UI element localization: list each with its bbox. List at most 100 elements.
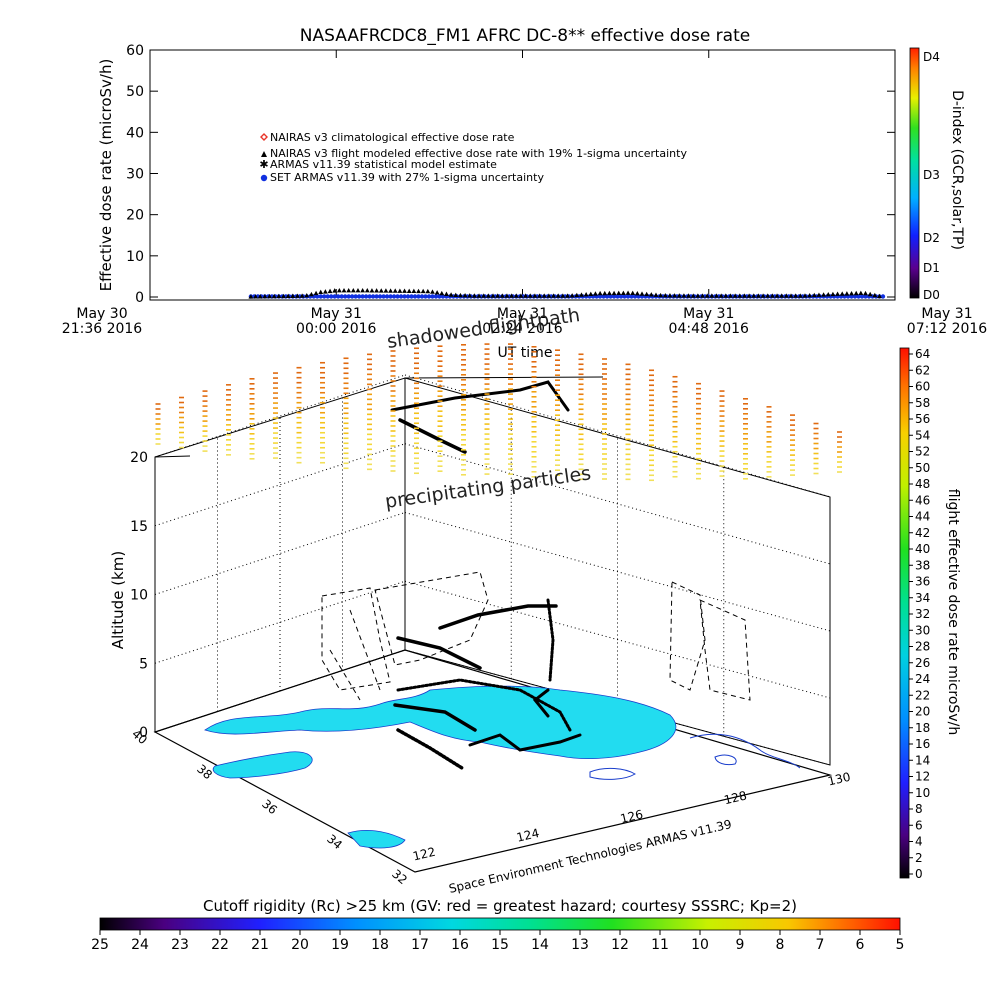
top-y-tick-label: 0: [135, 290, 144, 306]
top-y-tick-label: 10: [126, 249, 144, 265]
nairas-flight-point: [835, 291, 840, 296]
set-armas-point: [360, 294, 365, 299]
nairas-flight-point: [336, 288, 342, 293]
nairas-flight-point: [742, 293, 747, 298]
nairas-flight-point: [849, 290, 854, 296]
colorbar-tick-label: 44: [915, 510, 930, 524]
nairas-flight-point: [853, 290, 859, 296]
set-armas-point: [346, 294, 351, 299]
nairas-flight-point: [439, 290, 445, 296]
nairas-flight-point: [774, 293, 780, 298]
nairas-flight-point: [867, 291, 873, 297]
nairas-flight-point: [779, 293, 785, 298]
nairas-flight-point: [458, 292, 463, 298]
top-x-tick-label: May 30: [76, 306, 127, 322]
nairas-flight-point: [695, 293, 701, 298]
nairas-flight-point: [248, 294, 254, 299]
colorbar-tick-label: 22: [915, 688, 930, 702]
nairas-flight-point: [555, 293, 561, 298]
colorbar-tick-label: 36: [915, 575, 930, 589]
nairas-flight-point: [462, 292, 468, 298]
set-armas-point: [608, 294, 613, 299]
set-armas-point: [604, 294, 610, 299]
colorbar-tick-label: 60: [915, 380, 930, 394]
dindex-tick-label: D0: [923, 288, 940, 302]
nairas-flight-point: [322, 289, 328, 294]
colorbar-tick-label: 9: [736, 937, 745, 953]
dindex-colorbar: [909, 47, 920, 299]
nairas-flight-point: [369, 288, 375, 293]
flightpath-layer: [390, 380, 582, 770]
nairas-flight-point: [430, 289, 435, 294]
set-armas-point: [322, 294, 327, 299]
top-x-tick-label: 02:24 2016: [482, 321, 563, 337]
set-armas-point: [374, 294, 379, 299]
cutoff-rigidity-label: Cutoff rigidity (Rc) >25 km (GV: red = g…: [203, 897, 797, 915]
colorbar-tick-label: 18: [371, 937, 389, 953]
set-armas-point: [437, 294, 442, 299]
colorbar-tick-label: 12: [915, 770, 930, 784]
colorbar-tick-label: 25: [91, 937, 109, 953]
nairas-flight-point: [434, 290, 440, 295]
colorbar-tick-label: 50: [915, 461, 930, 475]
nairas-flight-point: [299, 293, 305, 298]
nairas-flight-point: [639, 291, 645, 296]
land-mass-west: [212, 751, 313, 779]
nairas-flight-point: [318, 289, 324, 295]
nairas-flight-point: [532, 293, 538, 298]
longitude-tick-label: 128: [723, 788, 748, 807]
altitude-tick-label: 15: [130, 519, 148, 535]
nairas-flight-point: [588, 291, 594, 297]
nairas-flight-point: [420, 288, 426, 294]
nairas-flight-point: [593, 291, 598, 296]
credit-label: Space Environment Technologies ARMAS v11…: [448, 817, 733, 896]
nairas-flight-point: [811, 292, 817, 298]
nairas-flight-point: [364, 288, 370, 293]
colorbar-tick-label: 15: [491, 937, 509, 953]
coastline-outline: [714, 754, 737, 766]
nairas-flight-point: [816, 292, 822, 297]
longitude-tick-label: 124: [515, 826, 540, 845]
legend-marker-asterisk: ✱: [259, 158, 268, 171]
flight-track-low: [393, 703, 477, 732]
set-armas-point: [395, 294, 400, 299]
set-armas-point: [636, 294, 641, 299]
set-armas-point: [402, 294, 407, 299]
nairas-flight-point: [630, 290, 636, 296]
top-series-layer: [248, 288, 886, 299]
colorbar-tick-label: 34: [915, 591, 930, 605]
altitude-tick-label: 0: [139, 725, 148, 741]
dindex-tick-label: D1: [923, 261, 940, 275]
legend-label: ARMAS v11.39 statistical model estimate: [270, 158, 497, 171]
flight-track-descent: [546, 598, 555, 682]
colorbar-tick-label: 30: [915, 623, 930, 637]
nairas-flight-point: [746, 293, 752, 298]
nairas-flight-point: [844, 291, 850, 296]
grid-line: [404, 580, 831, 699]
set-armas-point: [367, 294, 372, 299]
set-armas-point: [370, 294, 376, 299]
nairas-flight-point: [341, 288, 347, 293]
cutoff-rigidity-colorbar: [99, 917, 901, 931]
top-x-tick-label: 21:36 2016: [62, 321, 143, 337]
nairas-flight-point: [490, 293, 496, 298]
top-edge: [154, 455, 191, 458]
colorbar-tick-label: 48: [915, 477, 930, 491]
nairas-flight-point: [858, 290, 864, 296]
nairas-flight-point: [667, 293, 673, 298]
dose-rate-colorbar-label: flight effective dose rate microSv/h: [945, 489, 961, 735]
top-x-axis-label: UT time: [498, 345, 553, 361]
top-x-tick-label: May 31: [921, 306, 972, 322]
altitude-tick-label: 5: [139, 656, 148, 672]
set-armas-point: [339, 294, 344, 299]
colorbar-tick-label: 38: [915, 558, 930, 572]
nairas-flight-point: [392, 288, 398, 293]
set-armas-point: [430, 294, 435, 299]
nairas-flight-point: [378, 288, 384, 293]
nairas-flight-point: [648, 292, 654, 297]
nairas-flight-point: [257, 294, 263, 299]
legend-marker-triangle: [261, 151, 267, 157]
set-armas-point: [618, 294, 624, 299]
nairas-flight-point: [634, 290, 640, 296]
